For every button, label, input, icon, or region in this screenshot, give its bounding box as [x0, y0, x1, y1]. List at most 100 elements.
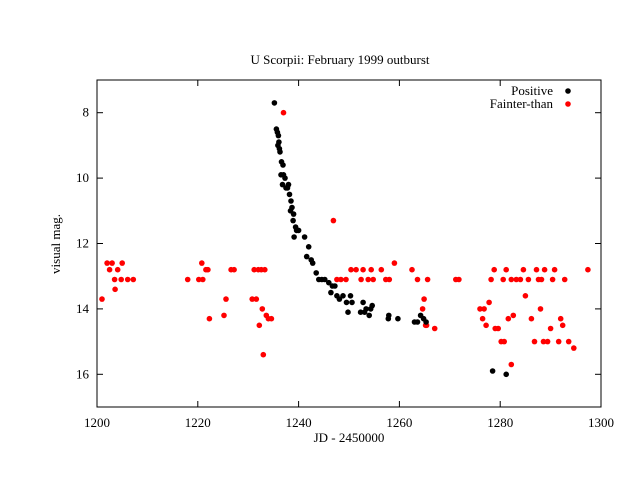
data-point [349, 299, 355, 306]
plot-border [96, 79, 602, 408]
y-tick-label: 16 [76, 366, 90, 381]
data-point [528, 315, 535, 322]
data-point [531, 338, 538, 345]
data-point [277, 149, 283, 155]
data-point [525, 276, 532, 283]
data-point [282, 175, 288, 181]
data-point [332, 283, 338, 289]
data-point [231, 266, 237, 273]
data-point [353, 266, 359, 273]
data-point [223, 296, 229, 302]
legend-marker-fainter-than [565, 101, 571, 107]
data-point [365, 276, 372, 283]
data-point [479, 315, 486, 322]
data-point [386, 312, 392, 319]
data-point [537, 306, 544, 312]
data-point [338, 276, 344, 283]
data-point [275, 132, 282, 139]
data-point [256, 322, 263, 329]
data-point [340, 293, 346, 299]
data-point [505, 315, 512, 322]
data-point [291, 234, 297, 240]
data-point [199, 260, 205, 266]
data-point [508, 276, 515, 283]
data-point [109, 260, 115, 266]
data-point [520, 266, 527, 273]
data-point [104, 260, 110, 266]
data-point [330, 217, 337, 224]
data-point [501, 338, 508, 345]
data-point [305, 244, 312, 250]
data-point [260, 351, 267, 358]
data-point [395, 315, 401, 322]
y-axis-label: visual mag. [48, 214, 63, 274]
chart-title: U Scorpii: February 1999 outburst [250, 52, 429, 67]
data-point [348, 266, 354, 273]
data-point [288, 198, 294, 204]
data-point [549, 276, 556, 283]
data-point [259, 306, 266, 312]
data-point [360, 299, 366, 306]
data-point [112, 286, 118, 293]
data-point [360, 266, 366, 273]
data-point [358, 276, 364, 283]
data-point [503, 266, 510, 273]
data-point [251, 266, 257, 273]
legend-label-fainter-than: Fainter-than [490, 96, 554, 111]
x-tick-label: 1260 [386, 415, 412, 430]
data-point [541, 266, 548, 273]
x-tick-label: 1240 [286, 415, 312, 430]
data-point [295, 227, 302, 234]
y-tick-label: 8 [83, 105, 90, 120]
data-point [500, 276, 507, 283]
data-point [119, 260, 125, 266]
data-point [386, 276, 393, 283]
data-point [551, 266, 558, 273]
data-point [555, 338, 562, 345]
data-point [290, 217, 296, 224]
data-point [347, 293, 354, 299]
data-point [357, 309, 364, 316]
data-point [565, 338, 572, 345]
y-axis: 8 10 12 14 16 [76, 105, 601, 381]
data-point [303, 253, 310, 260]
data-point [196, 276, 202, 283]
data-point [486, 299, 492, 306]
data-point [366, 312, 373, 319]
data-point [301, 234, 308, 240]
data-point [378, 266, 385, 273]
legend: Positive Fainter-than [490, 83, 571, 111]
y-tick-label: 10 [76, 170, 89, 185]
data-point [533, 266, 540, 273]
data-point [130, 276, 137, 283]
data-point [414, 276, 421, 283]
data-point [206, 315, 213, 322]
data-point [547, 325, 554, 332]
data-point [336, 296, 343, 302]
data-point [184, 276, 191, 283]
data-point [369, 302, 376, 309]
data-point [477, 306, 483, 312]
data-point [328, 289, 334, 296]
data-point [557, 315, 564, 322]
data-point [280, 109, 287, 116]
data-point [561, 276, 568, 283]
data-point [391, 260, 398, 266]
x-tick-label: 1220 [185, 415, 211, 430]
data-point [205, 266, 211, 273]
legend-marker-positive [565, 88, 571, 94]
x-axis-label: JD - 2450000 [314, 430, 385, 445]
x-tick-label: 1300 [588, 415, 614, 430]
data-point [114, 266, 121, 273]
data-point [419, 306, 426, 312]
data-point [271, 100, 278, 106]
data-point [279, 181, 286, 188]
data-point [313, 270, 320, 276]
data-point [421, 296, 427, 302]
data-point [508, 361, 515, 368]
data-point [345, 309, 351, 316]
data-point [489, 368, 496, 374]
data-point [517, 276, 524, 283]
x-tick-label: 1280 [487, 415, 513, 430]
data-point [491, 266, 498, 273]
